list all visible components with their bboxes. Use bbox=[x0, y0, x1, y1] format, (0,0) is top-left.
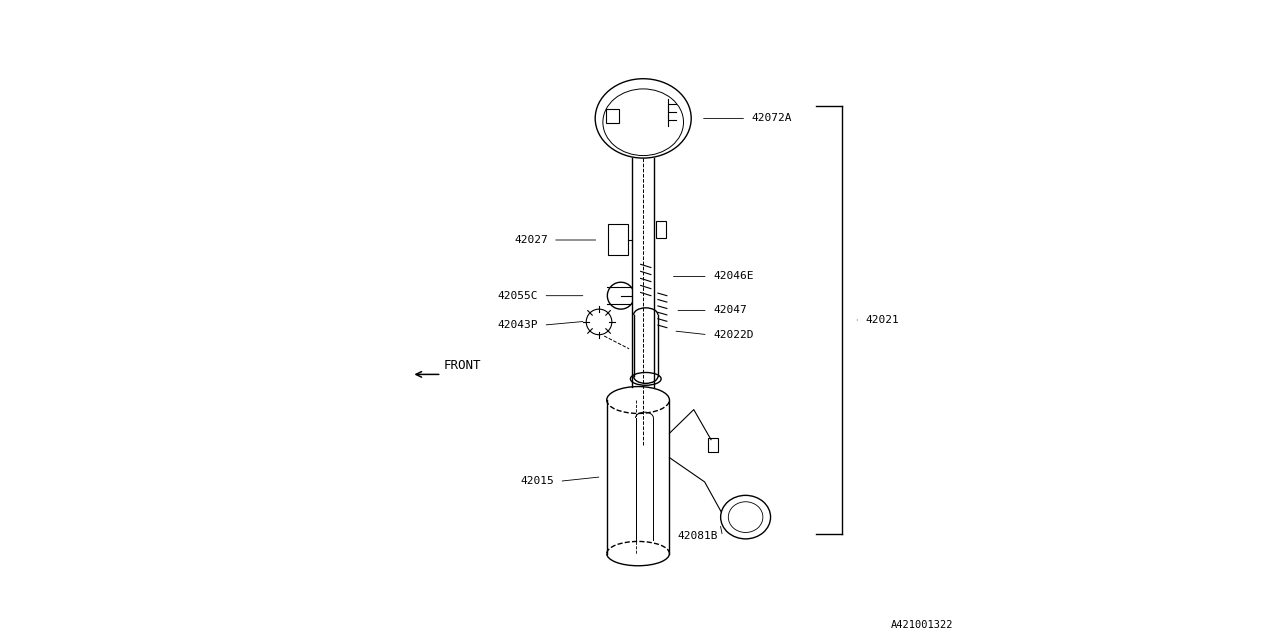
Text: 42043P: 42043P bbox=[498, 320, 539, 330]
Text: 42047: 42047 bbox=[713, 305, 746, 316]
Text: 42072A: 42072A bbox=[751, 113, 792, 124]
Text: 42015: 42015 bbox=[521, 476, 554, 486]
Text: 42027: 42027 bbox=[515, 235, 548, 245]
Text: 42055C: 42055C bbox=[498, 291, 539, 301]
Text: 42022D: 42022D bbox=[713, 330, 754, 340]
Text: 42046E: 42046E bbox=[713, 271, 754, 282]
Text: 42081B: 42081B bbox=[677, 531, 718, 541]
Text: A421001322: A421001322 bbox=[891, 620, 954, 630]
Text: FRONT: FRONT bbox=[444, 359, 481, 372]
Text: 42021: 42021 bbox=[865, 315, 899, 325]
